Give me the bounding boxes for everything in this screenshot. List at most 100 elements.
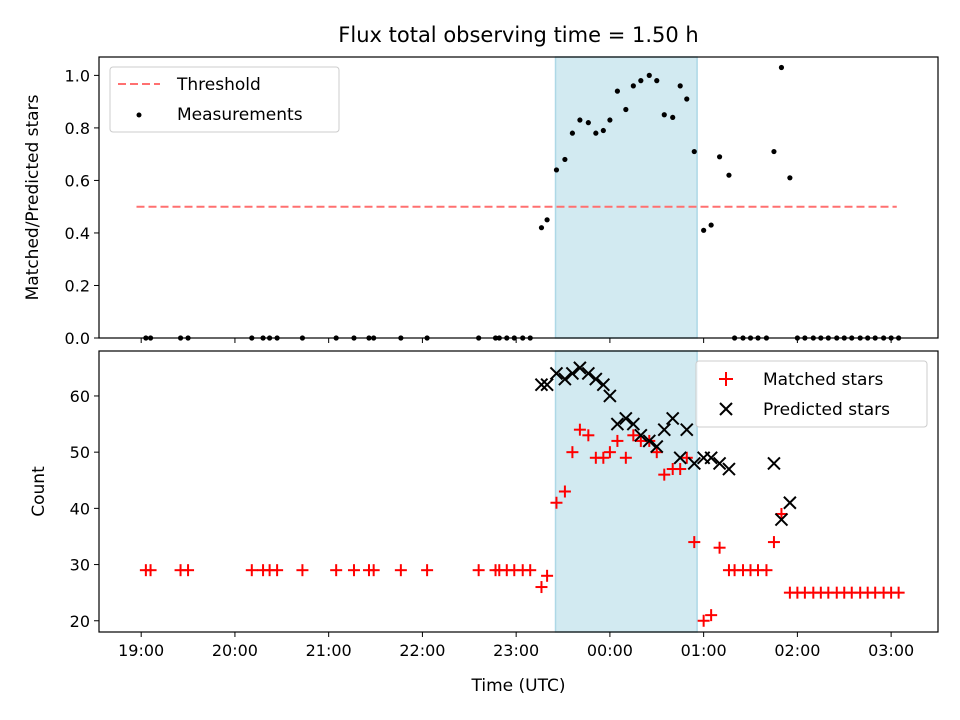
predicted-stars-points [534, 361, 797, 527]
predicted-star-point [704, 451, 718, 465]
y-tick-label: 60 [70, 387, 90, 406]
measurement-point [661, 112, 667, 118]
predicted-star-point [774, 512, 789, 527]
predicted-star-point [783, 496, 797, 510]
x-tick-label: 20:00 [212, 641, 258, 660]
matched-star-point [541, 569, 554, 582]
matched-star-point [650, 446, 663, 459]
predicted-star-point [534, 378, 549, 392]
predicted-star-point [673, 451, 687, 465]
measurement-point [701, 227, 707, 233]
y-tick-label: 0.6 [65, 171, 90, 190]
x-tick-label: 23:00 [493, 641, 539, 660]
bottom-panel: 20 30 40 50 60 19:00 20:00 21:00 22:00 23:00 00:0… [29, 350, 939, 696]
measurement-point [726, 172, 732, 178]
matched-star-point [892, 586, 905, 599]
predicted-star-point [626, 417, 641, 431]
measurement-point [614, 88, 620, 94]
matched-star-point [767, 536, 780, 549]
matched-star-point [688, 536, 701, 549]
matched-star-point [394, 564, 407, 577]
measurement-point [716, 154, 723, 160]
matched-star-point [775, 507, 788, 520]
predicted-star-point [589, 372, 603, 386]
matched-star-point [472, 564, 485, 577]
bottom-legend: Matched stars Predicted stars [695, 360, 928, 428]
measurement-point [778, 64, 785, 71]
measurement-point [630, 83, 636, 89]
top-axes-frame [98, 56, 939, 339]
measurement-point [553, 167, 560, 173]
y-tick-label: 20 [70, 612, 90, 631]
matched-star-point [144, 564, 157, 577]
top-shaded-interval [554, 56, 698, 339]
top-y-ticks: 0.0 0.2 0.4 0.6 0.8 1.0 [65, 66, 99, 348]
legend-measurements-swatch [136, 112, 142, 118]
measurement-point [691, 148, 697, 155]
measurement-point [577, 117, 583, 123]
measurement-point [544, 217, 550, 223]
measurement-point [600, 127, 606, 134]
top-legend: Threshold Measurements [109, 66, 340, 133]
measurement-point [607, 117, 613, 123]
matched-star-point [627, 429, 640, 442]
predicted-star-point [767, 456, 781, 471]
predicted-star-point [722, 462, 736, 476]
matched-star-point [611, 434, 624, 447]
matched-star-point [566, 446, 579, 459]
matched-star-point [582, 429, 595, 442]
matched-star-point [603, 446, 616, 459]
predicted-star-point [610, 417, 625, 431]
predicted-star-point [558, 372, 572, 386]
predicted-star-point [712, 456, 727, 471]
measurement-point [638, 78, 644, 84]
matched-star-point [347, 564, 360, 577]
predicted-star-point [634, 428, 648, 443]
legend-predicted-label: Predicted stars [763, 400, 890, 420]
matched-star-point [697, 614, 710, 627]
matched-star-point [680, 451, 693, 464]
x-axis-label: Time (UTC) [471, 676, 566, 696]
measurement-point [646, 72, 652, 78]
matched-star-point [330, 564, 343, 577]
matched-star-point [550, 496, 563, 509]
matched-star-point [524, 564, 537, 577]
measurement-point [538, 225, 545, 231]
legend-matched-swatch [719, 372, 733, 386]
measurement-point [562, 156, 568, 163]
y-tick-label: 0.2 [65, 276, 90, 295]
y-tick-label: 0.4 [65, 224, 90, 243]
legend-threshold-label: Threshold [176, 75, 261, 95]
y-tick-label: 0.8 [65, 119, 90, 138]
measurement-point [684, 96, 690, 102]
predicted-star-point [565, 366, 580, 381]
measurement-point [670, 114, 676, 121]
predicted-star-point [657, 422, 671, 437]
matched-star-point [619, 451, 632, 464]
x-tick-label: 19:00 [118, 641, 164, 660]
x-tick-label: 22:00 [399, 641, 445, 660]
matched-star-point [713, 541, 726, 554]
predicted-star-point [573, 361, 587, 375]
top-panel: 0.0 0.2 0.4 0.6 0.8 1.0 Matched/Predicted sta… [23, 56, 939, 348]
x-tick-label: 01:00 [681, 641, 727, 660]
measurement-point [593, 130, 599, 136]
y-tick-label: 50 [70, 443, 90, 462]
bottom-y-ticks: 20 30 40 50 60 [70, 387, 99, 631]
predicted-star-point [642, 434, 656, 448]
legend-measurements-label: Measurements [177, 105, 303, 125]
y-tick-label: 40 [70, 499, 90, 518]
predicted-star-point [666, 411, 680, 426]
matched-star-point [245, 564, 258, 577]
predicted-star-point [596, 378, 611, 392]
chart-title: Flux total observing time = 1.50 h [338, 23, 698, 47]
measurement-point [654, 78, 660, 84]
predicted-star-point [687, 456, 701, 471]
matched-star-point [182, 564, 195, 577]
predicted-star-point [619, 411, 633, 426]
legend-matched-label: Matched stars [763, 370, 883, 390]
matched-star-point [271, 564, 284, 577]
measurement-point [623, 106, 629, 113]
matched-star-point [597, 451, 610, 464]
